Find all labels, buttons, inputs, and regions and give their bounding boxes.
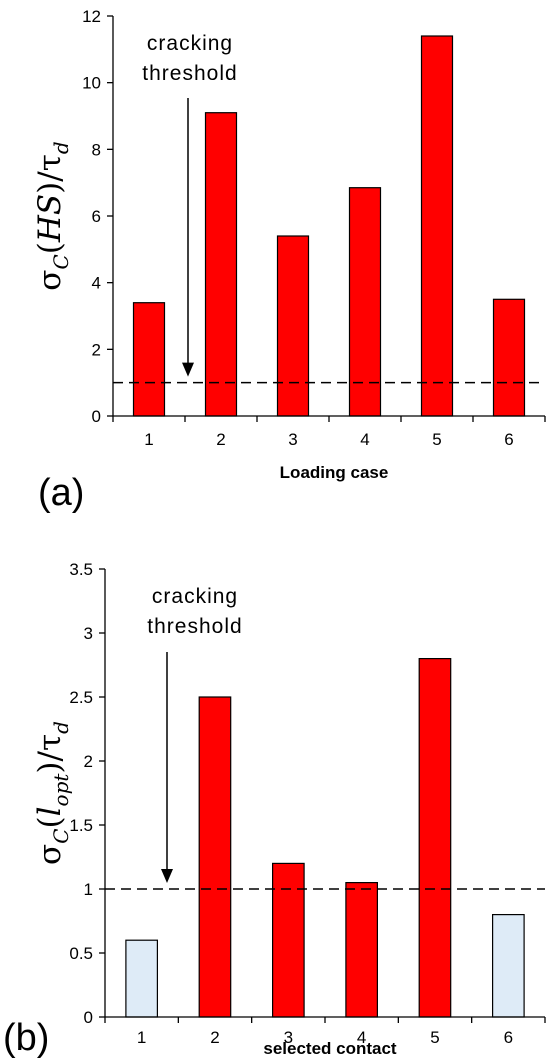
x-axis-label-a: Loading case — [280, 463, 389, 482]
x-tick-label-a: 1 — [144, 430, 153, 449]
bar-b-3 — [272, 862, 305, 1018]
bar-b-2 — [198, 696, 232, 1018]
y-tick-label-a: 2 — [92, 340, 101, 359]
annotation-line2-a: threshold — [142, 62, 237, 85]
bar-a-2 — [204, 112, 238, 417]
x-tick-label-a: 4 — [360, 430, 369, 449]
y-tick-label-b: 2 — [84, 752, 93, 771]
y-tick-label-a: 0 — [92, 407, 101, 426]
x-tick-label-b: 4 — [357, 1028, 366, 1047]
x-tick-label-a: 2 — [216, 430, 225, 449]
x-tick-label-b: 6 — [504, 1028, 513, 1047]
y-tick-label-b: 3.5 — [69, 560, 93, 579]
y-tick-label-a: 10 — [82, 74, 101, 93]
bar-b-4 — [345, 881, 378, 1018]
y-tick-label-b: 0.5 — [69, 944, 93, 963]
x-tick-label-a: 3 — [288, 430, 297, 449]
y-tick-label-a: 6 — [92, 207, 101, 226]
y-tick-label-a: 12 — [82, 7, 101, 26]
x-tick-label-b: 2 — [210, 1028, 219, 1047]
y-tick-label-b: 1.5 — [69, 816, 93, 835]
y-tick-label-a: 4 — [92, 274, 101, 293]
x-tick-label-a: 6 — [504, 430, 513, 449]
y-tick-label-b: 0 — [84, 1008, 93, 1027]
x-axis-label-b: selected contact — [263, 1039, 397, 1058]
y-axis-label-a: σC(HS)/τd — [32, 141, 73, 290]
bar-b-6 — [492, 913, 525, 1018]
bar-a-1 — [132, 302, 166, 417]
annotation-arrowhead-a — [182, 362, 194, 377]
x-tick-label-b: 3 — [284, 1028, 293, 1047]
y-axis-label-b: σC(lopt)/τd — [32, 721, 73, 865]
panel-label-a: (a) — [38, 472, 84, 514]
y-tick-label-b: 3 — [84, 624, 93, 643]
bar-b-1 — [125, 939, 159, 1018]
y-tick-label-b: 1 — [84, 880, 93, 899]
y-tick-label-a: 8 — [92, 140, 101, 159]
bar-a-4 — [348, 187, 382, 417]
bar-a-3 — [276, 235, 310, 417]
bar-a-5 — [420, 35, 454, 417]
bar-b-5 — [418, 657, 452, 1018]
panel-label-b: (b) — [3, 1017, 49, 1059]
x-tick-label-b: 5 — [430, 1028, 439, 1047]
x-tick-label-a: 5 — [432, 430, 441, 449]
bar-a-6 — [492, 298, 526, 417]
annotation-line2-b: threshold — [147, 615, 242, 638]
annotation-arrowhead-b — [161, 869, 173, 883]
annotation-line1-a: cracking — [147, 32, 233, 55]
x-tick-label-b: 1 — [137, 1028, 146, 1047]
annotation-line1-b: cracking — [152, 585, 238, 608]
chart-panel-b: 0 0.5 1 1.5 2 2.5 3 3.5 1 2 3 4 5 6 selected contact (b… — [3, 560, 546, 1059]
y-tick-label-b: 2.5 — [69, 688, 93, 707]
